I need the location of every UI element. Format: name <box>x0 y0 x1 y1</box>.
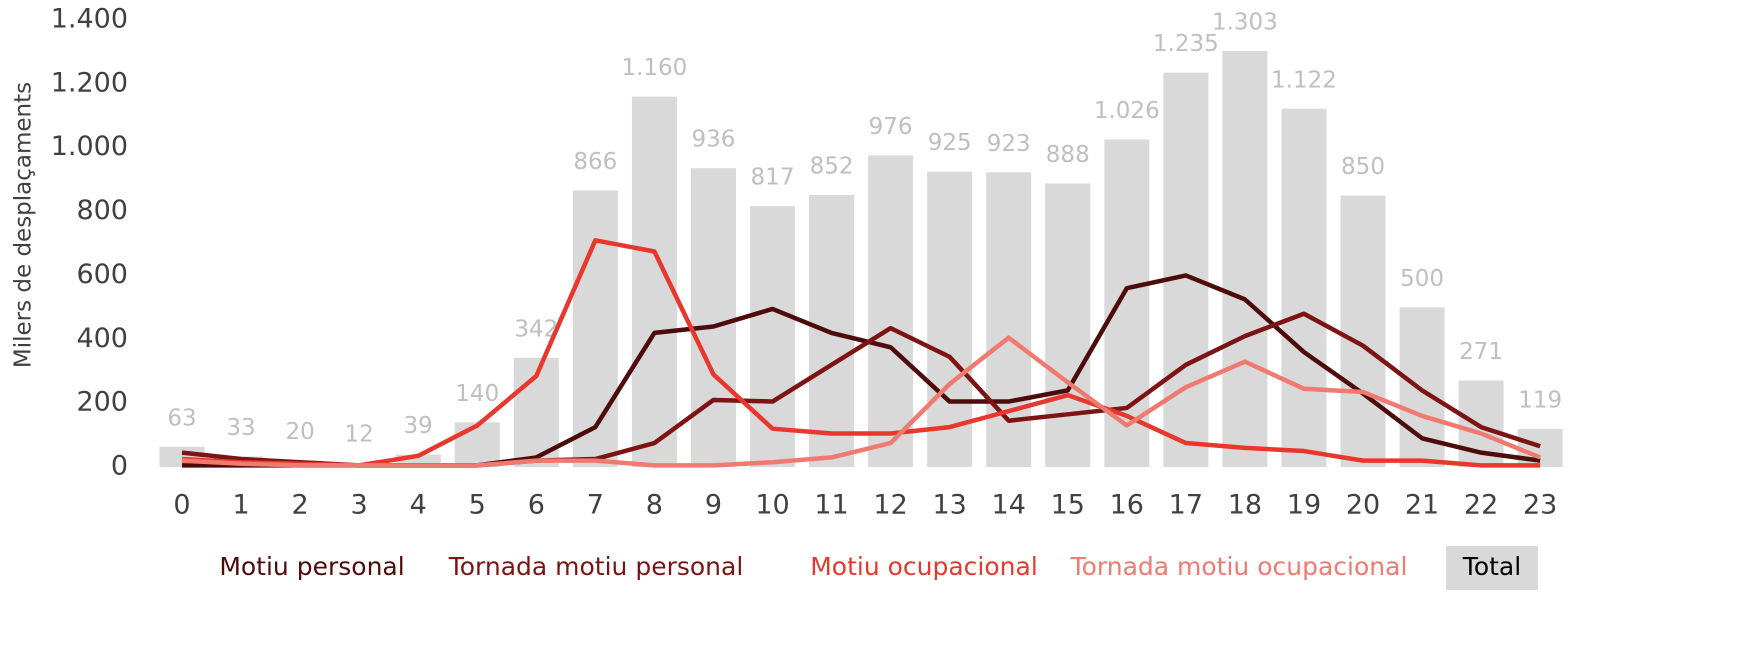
y-tick-label: 0 <box>111 451 128 482</box>
bar <box>750 206 795 468</box>
legend-label: Total <box>1462 552 1521 581</box>
bar <box>1222 50 1268 468</box>
bar <box>454 422 500 467</box>
value-label: 500 <box>1400 266 1444 292</box>
value-label: 119 <box>1518 388 1562 414</box>
value-label: 140 <box>455 381 499 407</box>
value-label: 1.026 <box>1094 98 1160 124</box>
value-label: 923 <box>987 131 1031 157</box>
value-label: 20 <box>285 419 314 445</box>
x-tick-label: 1 <box>232 490 249 521</box>
value-label: 271 <box>1459 339 1503 365</box>
bar <box>1517 429 1563 467</box>
x-tick-label: 0 <box>173 490 190 521</box>
legend-label: Tornada motiu personal <box>448 552 744 581</box>
x-tick-label: 7 <box>587 490 604 521</box>
y-tick-label: 1.000 <box>51 131 128 162</box>
x-tick-label: 16 <box>1110 490 1144 521</box>
y-tick-label: 1.400 <box>51 4 128 35</box>
x-tick-label: 2 <box>292 490 309 521</box>
legend-label: Motiu personal <box>219 552 404 581</box>
x-tick-label: 10 <box>755 490 789 521</box>
bar <box>1281 108 1327 468</box>
y-tick-label: 400 <box>76 323 128 354</box>
x-tick-label: 9 <box>705 490 722 521</box>
bar <box>690 168 736 468</box>
x-tick-label: 18 <box>1228 490 1262 521</box>
bar <box>868 155 914 467</box>
y-tick-label: 200 <box>76 387 128 418</box>
x-tick-label: 20 <box>1346 490 1380 521</box>
x-tick-label: 22 <box>1464 490 1498 521</box>
x-tick-label: 6 <box>528 490 545 521</box>
value-label: 866 <box>573 149 617 175</box>
x-tick-label: 12 <box>873 490 907 521</box>
x-tick-label: 19 <box>1287 490 1321 521</box>
value-label: 1.303 <box>1212 9 1278 35</box>
value-label: 1.160 <box>621 55 687 81</box>
y-tick-label: 800 <box>76 195 128 226</box>
line <box>181 335 1541 468</box>
y-axis-label: Milers de desplaçaments <box>11 82 37 368</box>
value-label: 1.235 <box>1153 31 1219 57</box>
x-tick-label: 3 <box>351 490 368 521</box>
x-tick-label: 5 <box>469 490 486 521</box>
y-tick-label: 1.200 <box>51 67 128 98</box>
bar <box>927 171 973 468</box>
legend-label: Motiu ocupacional <box>810 552 1038 581</box>
line <box>181 238 1541 468</box>
bar <box>572 190 618 467</box>
x-tick-label: 23 <box>1523 490 1557 521</box>
x-tick-label: 11 <box>814 490 848 521</box>
value-label: 1.122 <box>1271 67 1337 93</box>
legend-label: Tornada motiu ocupacional <box>1070 552 1408 581</box>
value-label: 888 <box>1046 142 1090 168</box>
x-tick-label: 21 <box>1405 490 1439 521</box>
x-tick-label: 15 <box>1051 490 1085 521</box>
y-tick-label: 600 <box>76 259 128 290</box>
value-label: 850 <box>1341 154 1385 180</box>
x-tick-label: 14 <box>992 490 1026 521</box>
value-label: 12 <box>345 422 374 448</box>
x-tick-label: 17 <box>1169 490 1203 521</box>
bar <box>1163 72 1209 468</box>
x-tick-label: 13 <box>932 490 966 521</box>
bar <box>1340 195 1386 467</box>
value-label: 33 <box>226 415 255 441</box>
value-label: 39 <box>404 413 433 439</box>
value-label: 817 <box>751 165 795 191</box>
value-label: 976 <box>869 114 913 140</box>
bar <box>1045 183 1091 467</box>
x-tick-label: 8 <box>646 490 663 521</box>
value-label: 925 <box>928 130 972 156</box>
value-label: 852 <box>810 153 854 179</box>
x-tick-label: 4 <box>410 490 427 521</box>
value-label: 63 <box>167 405 196 431</box>
line <box>182 273 1541 468</box>
value-label: 936 <box>691 127 735 153</box>
legend-swatch <box>1446 546 1538 590</box>
